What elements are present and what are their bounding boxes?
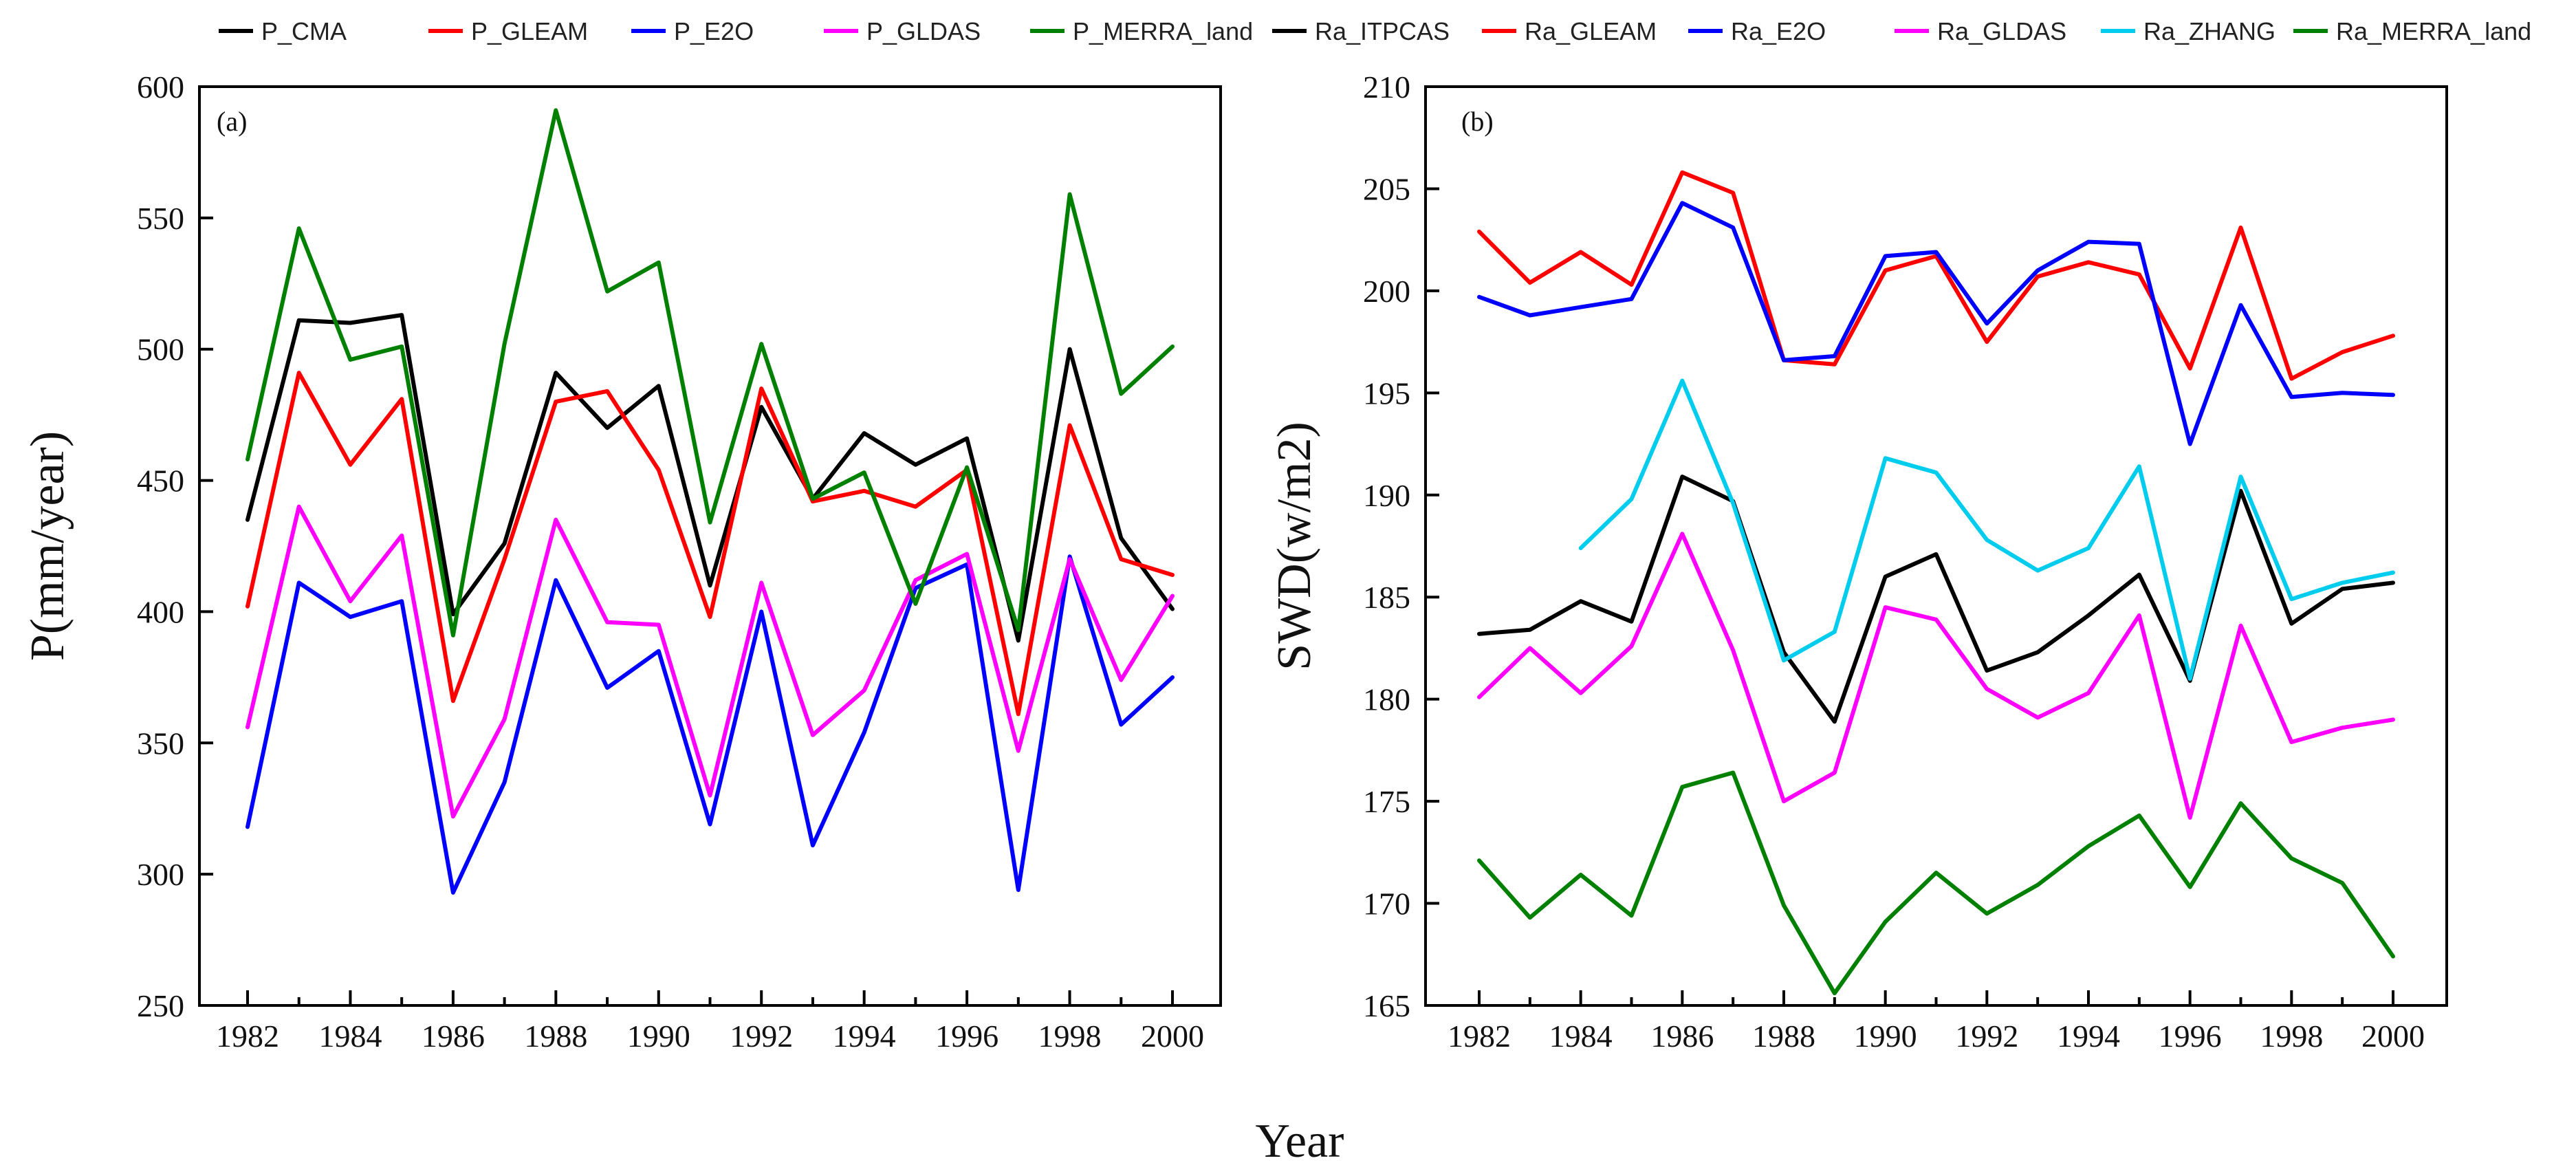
x-tick-label-b-8: 1998 (2260, 1019, 2323, 1054)
series-group-a (245, 108, 1175, 895)
series-line-ra-merra-land (1477, 770, 2395, 996)
x-tick-label-a-5: 1992 (730, 1019, 793, 1054)
x-tick-label-a-9: 2000 (1141, 1019, 1204, 1054)
series-line-ra-itpcas (1477, 475, 2395, 724)
y-tick-label-a-2: 350 (137, 726, 184, 761)
x-axis-b: 1982 1984 1986 1988 1990 1992 1994 1996 1998 2000 (1448, 990, 2425, 1054)
x-tick-label-a-3: 1988 (524, 1019, 587, 1054)
legend-label-ra-e2o: Ra_E2O (1731, 17, 1826, 45)
legend-label-ra-gldas: Ra_GLDAS (1937, 17, 2066, 45)
legend-label-ra-gleam: Ra_GLEAM (1525, 17, 1657, 45)
y-tick-label-a-7: 600 (137, 69, 184, 105)
series-line-p-gldas (245, 504, 1175, 819)
y-tick-label-a-3: 400 (137, 594, 184, 629)
legend-b: Ra_ITPCAS Ra_GLEAM Ra_E2O Ra_GLDAS Ra_ZHANG R… (1272, 17, 2531, 45)
x-tick-label-a-6: 1994 (833, 1019, 896, 1054)
y-tick-label-b-3: 180 (1363, 682, 1410, 717)
y-tick-label-b-7: 200 (1363, 274, 1410, 309)
y-tick-label-a-4: 450 (137, 464, 184, 499)
series-line-p-cma (245, 313, 1175, 643)
panel-label-b: (b) (1461, 106, 1494, 137)
y-tick-label-a-6: 550 (137, 201, 184, 236)
series-line-p-merra-land (245, 108, 1175, 638)
y-tick-label-b-5: 190 (1363, 478, 1410, 513)
y-tick-label-b-2: 175 (1363, 784, 1410, 819)
legend-label-p-merra-land: P_MERRA_land (1073, 17, 1253, 45)
x-tick-label-a-8: 1998 (1038, 1019, 1102, 1054)
legend-label-p-gleam: P_GLEAM (471, 17, 588, 45)
panel-label-a: (a) (217, 106, 247, 137)
x-tick-label-b-9: 2000 (2361, 1019, 2425, 1054)
legend-label-ra-zhang: Ra_ZHANG (2143, 17, 2275, 45)
legend-label-ra-merra-land: Ra_MERRA_land (2336, 17, 2531, 45)
x-tick-label-a-7: 1996 (935, 1019, 998, 1054)
x-tick-label-a-0: 1982 (216, 1019, 279, 1054)
panel-b-swd-chart: Ra_ITPCAS Ra_GLEAM Ra_E2O Ra_GLDAS Ra_ZHANG R… (1268, 17, 2531, 1054)
y-tick-label-b-9: 210 (1363, 69, 1410, 105)
series-line-p-gleam (245, 371, 1175, 717)
y-axis-b: 165 170 175 180 185 190 195 200 205 210 (1363, 69, 1439, 1023)
panel-a-precipitation-chart: P_CMA P_GLEAM P_E2O P_GLDAS P_MERRA_land (a)… (21, 17, 1253, 1054)
y-tick-label-b-0: 165 (1363, 988, 1410, 1023)
y-tick-label-b-6: 195 (1363, 375, 1410, 411)
y-tick-label-b-4: 185 (1363, 580, 1410, 615)
series-line-ra-zhang (1578, 378, 2395, 681)
x-tick-label-b-1: 1984 (1549, 1019, 1613, 1054)
y-axis-title-a: P(mm/year) (21, 431, 74, 661)
series-line-ra-e2o (1477, 201, 2395, 446)
legend-label-p-e2o: P_E2O (674, 17, 754, 45)
y-tick-label-b-1: 170 (1363, 886, 1410, 922)
x-axis-a: 1982 1984 1986 1988 1990 1992 1994 1996 1998 2000 (216, 990, 1204, 1054)
legend-label-p-gldas: P_GLDAS (866, 17, 981, 45)
y-tick-label-a-1: 300 (137, 857, 184, 892)
legend-a: P_CMA P_GLEAM P_E2O P_GLDAS P_MERRA_land (219, 17, 1253, 45)
y-tick-label-a-0: 250 (137, 988, 184, 1023)
legend-label-p-cma: P_CMA (261, 17, 347, 45)
y-axis-title-b: SWD(w/m2) (1268, 422, 1321, 671)
x-tick-label-b-0: 1982 (1448, 1019, 1511, 1054)
x-tick-label-b-7: 1996 (2159, 1019, 2222, 1054)
x-tick-label-a-4: 1990 (627, 1019, 690, 1054)
y-axis-a: 250 300 350 400 450 500 550 600 (137, 69, 213, 1023)
shared-x-axis-title: Year (1256, 1115, 1344, 1168)
y-tick-label-a-5: 500 (137, 332, 184, 367)
x-tick-label-b-6: 1994 (2057, 1019, 2120, 1054)
x-tick-label-a-1: 1984 (318, 1019, 382, 1054)
legend-label-ra-itpcas: Ra_ITPCAS (1315, 17, 1450, 45)
x-tick-label-a-2: 1986 (422, 1019, 485, 1054)
y-tick-label-b-8: 205 (1363, 171, 1410, 206)
x-tick-label-b-5: 1992 (1955, 1019, 2018, 1054)
series-line-ra-gleam (1477, 170, 2395, 381)
x-tick-label-b-3: 1988 (1752, 1019, 1815, 1054)
series-line-p-e2o (245, 554, 1175, 895)
x-tick-label-b-2: 1986 (1650, 1019, 1714, 1054)
series-line-ra-gldas (1477, 532, 2395, 820)
series-group-b (1477, 170, 2395, 996)
x-tick-label-b-4: 1990 (1854, 1019, 1917, 1054)
